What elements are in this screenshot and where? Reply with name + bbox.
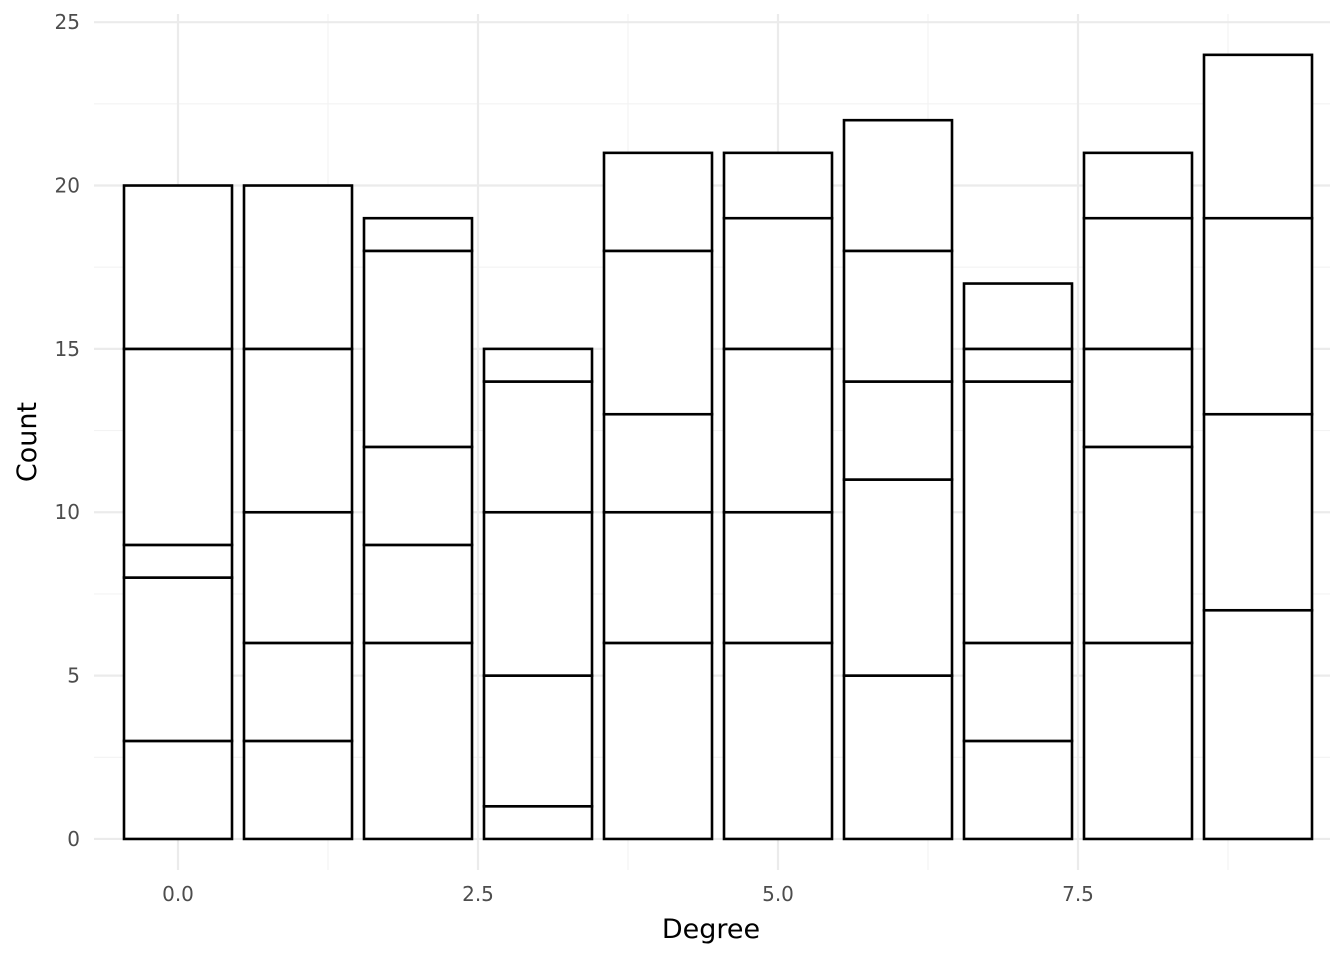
y-tick-label: 10 (55, 500, 80, 524)
bar-stack (1082, 151, 1194, 841)
bar-segment (962, 641, 1074, 743)
bar-stack (362, 216, 474, 841)
bar-segment (122, 739, 234, 841)
bar-segment (602, 641, 714, 841)
bar-segment (122, 347, 234, 547)
bar-segment (962, 739, 1074, 841)
bar-stack (1202, 53, 1314, 841)
y-tick-label: 25 (55, 10, 80, 34)
bar-stack (602, 151, 714, 841)
bar-segment (482, 804, 594, 841)
bar-segment (602, 151, 714, 253)
bar-segment (1082, 445, 1194, 645)
bar-segment (842, 674, 954, 841)
y-tick-label: 5 (67, 664, 80, 688)
bar-segment (1082, 216, 1194, 351)
x-tick-label: 7.5 (1062, 882, 1094, 906)
bar-segment (482, 380, 594, 514)
bar-segment (842, 118, 954, 253)
bar-segment (242, 347, 354, 514)
bar-segment (362, 249, 474, 449)
bar-segment (242, 739, 354, 841)
bar-segment (362, 641, 474, 841)
bar-segment (362, 445, 474, 547)
bar-segment (722, 151, 834, 220)
x-tick-label: 0.0 (162, 882, 194, 906)
bar-stack (962, 282, 1074, 841)
y-tick-label: 15 (55, 337, 80, 361)
bar-segment (842, 249, 954, 383)
bar-stack (842, 118, 954, 841)
bar-stack (122, 184, 234, 841)
bar-segment (362, 543, 474, 645)
bar-segment (1202, 53, 1314, 220)
bar-segment (1202, 216, 1314, 416)
bar-segment (722, 641, 834, 841)
bar-segment (1082, 151, 1194, 220)
bar-segment (362, 216, 474, 253)
bar-segment (842, 380, 954, 481)
bar-segment (242, 641, 354, 743)
bar-segment (242, 184, 354, 351)
bar-segment (122, 184, 234, 351)
bar-segment (842, 478, 954, 677)
bar-segment (482, 347, 594, 383)
bar-segment (482, 674, 594, 808)
bar-segment (1082, 641, 1194, 841)
x-tick-label: 5.0 (762, 882, 794, 906)
bar-segment (722, 510, 834, 645)
bar-segment (722, 216, 834, 351)
y-tick-label: 20 (55, 174, 80, 198)
x-tick-label: 2.5 (462, 882, 494, 906)
bar-segment (1202, 412, 1314, 612)
bar-segment (122, 576, 234, 743)
bar-segment (602, 510, 714, 645)
bars (122, 53, 1314, 841)
bar-segment (1082, 347, 1194, 449)
y-axis-title: Count (12, 402, 43, 482)
bar-segment (482, 510, 594, 677)
bar-segment (122, 543, 234, 579)
bar-stack (722, 151, 834, 841)
y-axis-ticks: 0 5 10 15 20 25 (55, 10, 80, 851)
bar-segment (962, 380, 1074, 645)
y-tick-label: 0 (67, 827, 80, 851)
bar-stack (482, 347, 594, 841)
bar-stack (242, 184, 354, 841)
x-axis-ticks: 0.0 2.5 5.0 7.5 (162, 882, 1094, 906)
x-axis-title: Degree (662, 914, 760, 945)
bar-segment (962, 347, 1074, 383)
bar-segment (962, 282, 1074, 351)
bar-segment (602, 249, 714, 416)
bar-segment (1202, 608, 1314, 841)
bar-segment (242, 510, 354, 645)
bar-segment (602, 412, 714, 514)
bar-segment (722, 347, 834, 514)
